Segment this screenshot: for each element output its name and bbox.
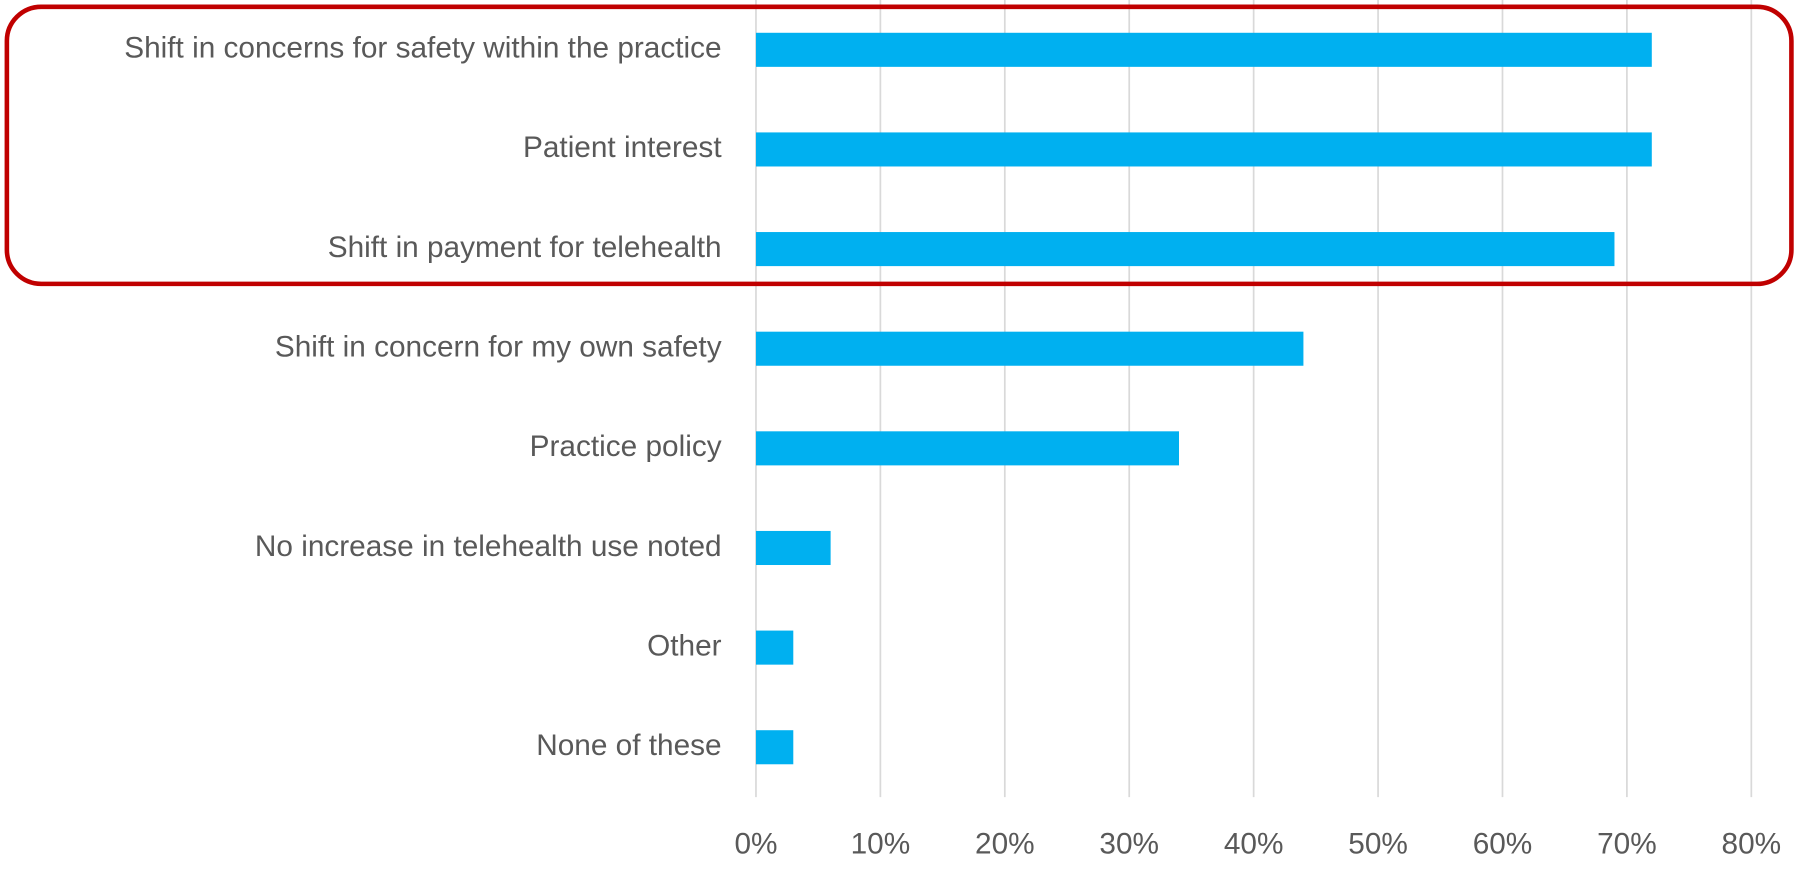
bar — [755, 630, 794, 665]
x-tick-label: 70% — [1597, 828, 1657, 861]
x-tick-label: 0% — [734, 828, 777, 861]
bar — [755, 331, 1304, 366]
bar — [755, 132, 1652, 167]
y-tick-label: Shift in concerns for safety within the … — [124, 32, 721, 65]
y-tick-label: Practice policy — [530, 430, 722, 463]
x-tick-label: 60% — [1473, 828, 1533, 861]
x-tick-label: 80% — [1722, 828, 1782, 861]
x-tick-label: 30% — [1099, 828, 1159, 861]
labels: 0% 10% 20% 30% 40% 50% 60% 70% 80% Shift in conce… — [124, 32, 1781, 861]
x-tick-label: 40% — [1224, 828, 1284, 861]
y-tick-label: Shift in concern for my own safety — [275, 331, 722, 364]
y-tick-label: No increase in telehealth use noted — [255, 530, 722, 563]
bar — [755, 232, 1615, 267]
bar — [755, 32, 1652, 67]
y-tick-label: Patient interest — [523, 131, 722, 164]
bar — [755, 431, 1179, 466]
bar — [755, 530, 831, 566]
x-tick-label: 50% — [1348, 828, 1408, 861]
highlight-box — [4, 4, 1794, 287]
y-tick-label: Shift in payment for telehealth — [328, 231, 722, 264]
x-tick-label: 20% — [975, 828, 1035, 861]
grid — [755, 0, 1753, 798]
bars — [755, 32, 1652, 765]
bar — [755, 730, 794, 765]
y-tick-label: Other — [647, 630, 722, 663]
x-tick-label: 10% — [851, 828, 911, 861]
y-tick-label: None of these — [536, 729, 721, 762]
